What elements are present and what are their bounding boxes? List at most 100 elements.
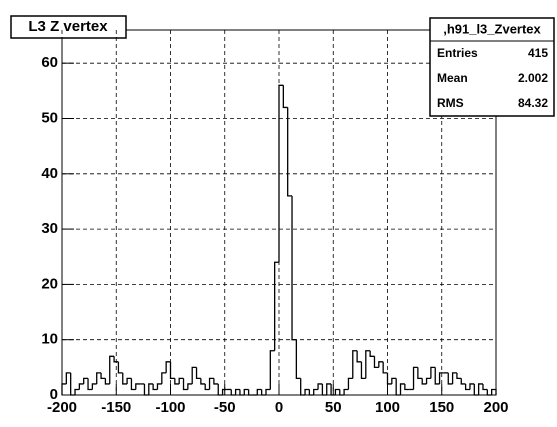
histogram-bin xyxy=(178,377,184,384)
histogram-bin xyxy=(208,377,214,390)
histogram-bin xyxy=(204,383,210,391)
histogram-bin xyxy=(265,388,271,395)
histogram-bin xyxy=(304,388,310,395)
histogram-bin xyxy=(321,383,327,396)
histogram-bin xyxy=(78,383,84,390)
histogram-bin xyxy=(313,388,319,395)
histogram-bin xyxy=(191,366,197,384)
histogram-bin xyxy=(360,361,366,380)
histogram-bin xyxy=(295,339,301,380)
histogram-bin xyxy=(143,383,149,396)
histogram-bin xyxy=(87,378,93,391)
title-box xyxy=(10,15,127,39)
histogram-bin xyxy=(369,350,375,357)
histogram-bin xyxy=(469,383,475,390)
histogram-bin xyxy=(148,383,154,395)
histogram-bin xyxy=(491,388,497,395)
histogram-bin xyxy=(247,389,253,396)
histogram-bin xyxy=(395,378,401,396)
x-tick-label: -200 xyxy=(47,399,77,416)
histogram-bin xyxy=(421,378,427,385)
histogram-bin xyxy=(356,350,362,363)
x-tick-label: 150 xyxy=(429,399,454,416)
histogram-bin xyxy=(404,383,410,391)
histogram-bin xyxy=(425,377,431,384)
histogram-bin xyxy=(104,378,110,385)
x-tick-label: -100 xyxy=(155,399,185,416)
histogram-bin xyxy=(308,389,314,396)
histogram-bin xyxy=(109,355,115,384)
histogram-bin xyxy=(269,350,275,390)
histogram-bin xyxy=(287,107,293,197)
histogram-bin xyxy=(126,377,132,384)
histogram-bin xyxy=(260,389,266,396)
histogram-bin xyxy=(291,195,297,341)
chart-title: L3 Z vertex xyxy=(28,18,108,35)
histogram-bin xyxy=(169,361,175,380)
histogram-bin xyxy=(412,366,418,390)
histogram-bin xyxy=(239,389,245,396)
histogram-bin xyxy=(113,356,119,363)
histogram-bin xyxy=(386,372,392,385)
histogram-bin xyxy=(200,378,206,385)
histogram-bin xyxy=(352,350,358,379)
stats-value: 84.32 xyxy=(518,96,548,110)
histogram-bin xyxy=(477,383,483,395)
stats-label: RMS xyxy=(437,96,464,110)
histogram-bin xyxy=(221,388,227,395)
histogram-bin xyxy=(460,378,466,385)
stats-label: Mean xyxy=(437,71,468,85)
histogram-bin xyxy=(195,367,201,380)
histogram-bin xyxy=(447,372,453,385)
histogram-bin xyxy=(122,372,128,385)
histogram-bin xyxy=(399,383,405,395)
histogram-bin xyxy=(234,388,240,395)
x-tick-label: 100 xyxy=(375,399,400,416)
x-tick-label: 50 xyxy=(325,399,342,416)
histogram-bin xyxy=(378,361,384,368)
histogram-bin xyxy=(213,378,219,385)
histogram-bin xyxy=(382,361,388,374)
histogram-bin xyxy=(417,367,423,380)
histogram-bin xyxy=(317,383,323,390)
histogram-bin xyxy=(326,383,332,395)
histogram-bin xyxy=(274,261,279,351)
stats-name: ,h91_l3_Zvertex xyxy=(443,21,541,36)
histogram-bin xyxy=(117,361,123,374)
histogram-bin xyxy=(438,372,444,384)
histogram-bin xyxy=(96,372,102,384)
histogram-bin xyxy=(65,372,71,384)
x-tick-label: -150 xyxy=(101,399,131,416)
histogram-bin xyxy=(100,372,106,380)
histogram-bin xyxy=(464,383,470,391)
histogram-bin xyxy=(256,388,262,395)
y-tick-label: 50 xyxy=(41,109,58,126)
histogram-bin xyxy=(156,383,162,390)
histogram-bin xyxy=(486,389,492,396)
histogram-bin xyxy=(230,389,236,396)
stats-label: Entries xyxy=(437,46,478,60)
histogram-bin xyxy=(430,366,436,379)
histogram-bin xyxy=(182,378,188,391)
histogram-bin xyxy=(334,388,340,395)
histogram-bin xyxy=(300,378,306,396)
histogram-bin xyxy=(339,389,345,396)
y-tick-label: 60 xyxy=(41,54,58,71)
histogram-bin xyxy=(83,377,89,384)
histogram-bin xyxy=(434,367,440,385)
histogram-bin xyxy=(282,85,288,109)
y-tick-label: 0 xyxy=(50,386,58,403)
histogram-bin xyxy=(217,383,223,396)
y-tick-label: 40 xyxy=(41,165,58,182)
histogram-bin xyxy=(473,383,479,396)
x-tick-label: -50 xyxy=(214,399,236,416)
histogram-bin xyxy=(74,388,80,395)
y-tick-label: 20 xyxy=(41,275,58,292)
histogram-bin xyxy=(343,388,349,395)
x-tick-label: 200 xyxy=(483,399,508,416)
x-tick-label: 0 xyxy=(275,399,283,416)
stats-value: 415 xyxy=(528,46,548,60)
histogram-bin xyxy=(373,356,379,368)
histogram-bin xyxy=(161,372,167,384)
